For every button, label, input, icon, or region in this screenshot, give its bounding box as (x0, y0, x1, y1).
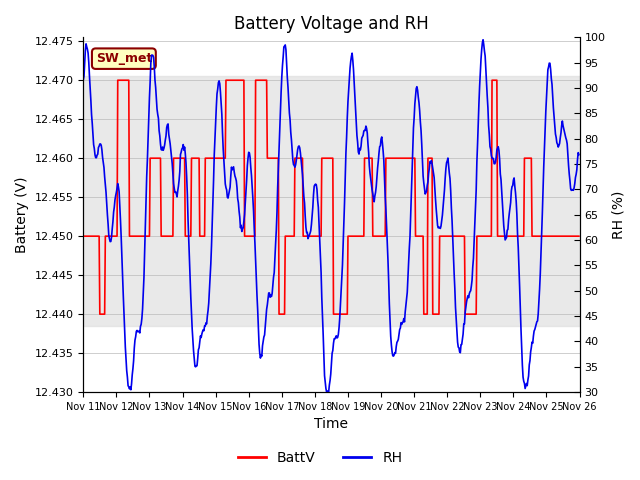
Legend: BattV, RH: BattV, RH (232, 445, 408, 471)
Bar (83, 76, 580, 326)
Text: SW_met: SW_met (96, 52, 152, 65)
Y-axis label: Battery (V): Battery (V) (15, 177, 29, 253)
Y-axis label: RH (%): RH (%) (611, 191, 625, 239)
Title: Battery Voltage and RH: Battery Voltage and RH (234, 15, 429, 33)
X-axis label: Time: Time (314, 418, 348, 432)
